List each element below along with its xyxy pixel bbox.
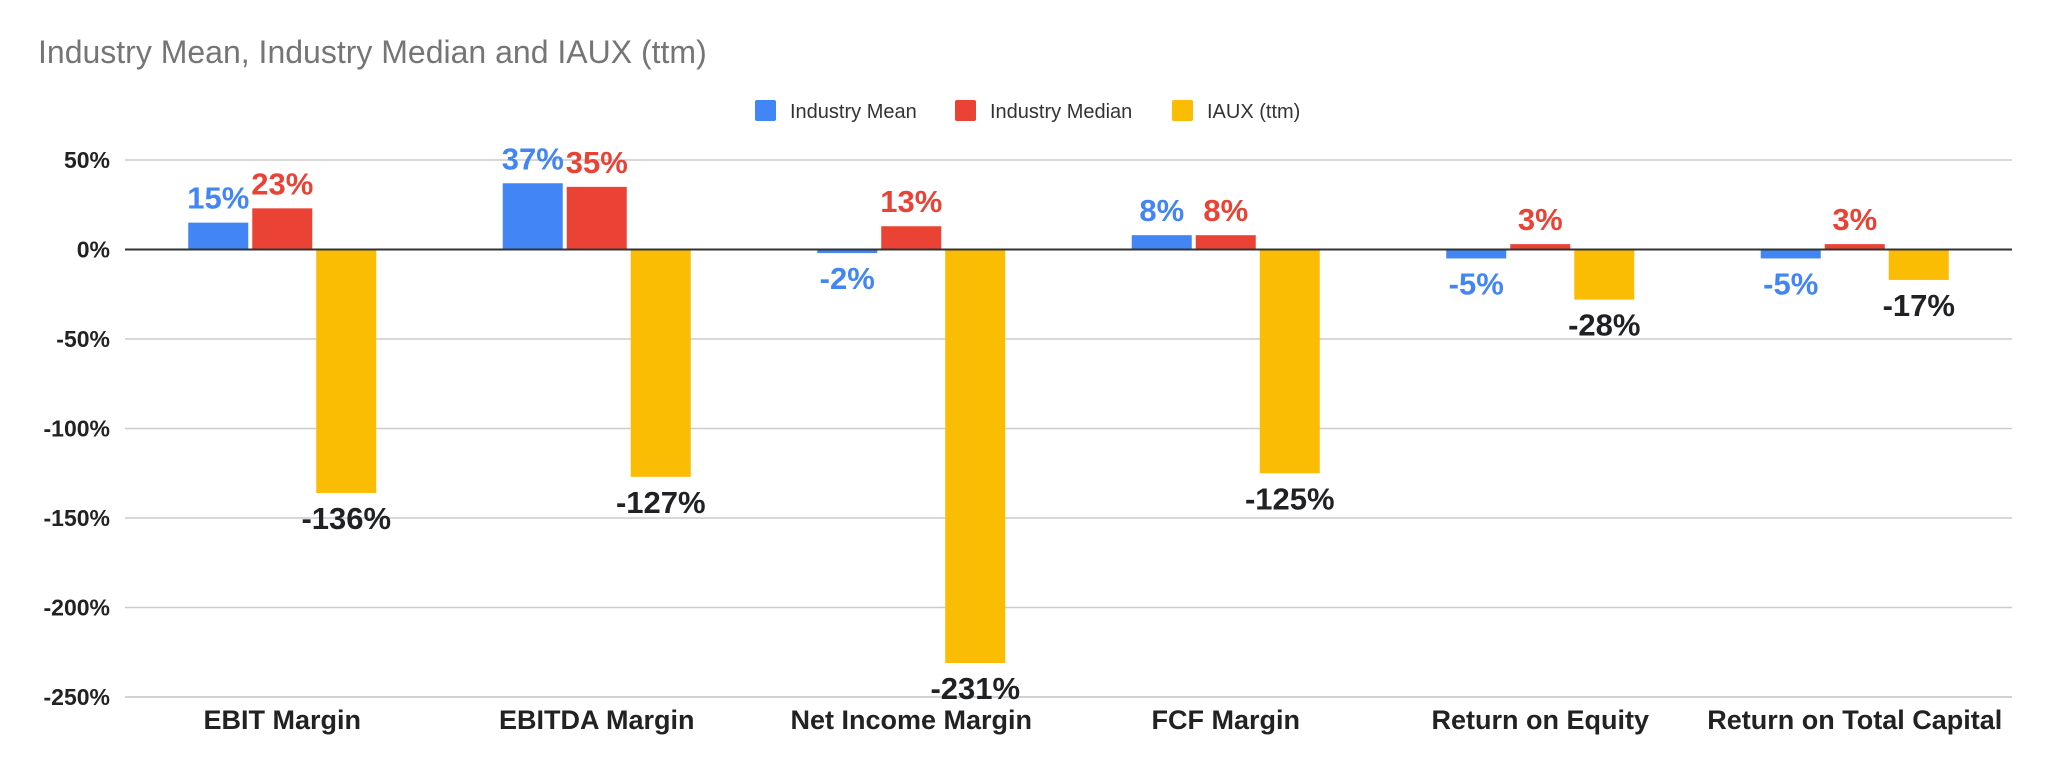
bar: [1824, 244, 1885, 250]
data-label: 23%: [251, 166, 313, 201]
bar: [252, 208, 313, 250]
y-tick-label: -200%: [44, 595, 110, 621]
bar: [881, 226, 942, 250]
bar: [1259, 249, 1320, 474]
data-label: 3%: [1518, 202, 1563, 237]
category-label: EBIT Margin: [203, 705, 361, 735]
category-label: FCF Margin: [1152, 705, 1301, 735]
bar: [1574, 249, 1635, 300]
bar: [1760, 249, 1821, 259]
data-label: -125%: [1245, 481, 1335, 516]
data-label: -28%: [1568, 308, 1640, 343]
y-tick-label: -150%: [44, 505, 110, 531]
category-label: Return on Total Capital: [1707, 705, 2002, 735]
bar: [316, 249, 377, 493]
bar: [502, 183, 563, 250]
bar: [1446, 249, 1507, 259]
data-label: 8%: [1139, 193, 1184, 228]
category-label: EBITDA Margin: [499, 705, 695, 735]
category-label: Net Income Margin: [790, 705, 1032, 735]
legend: Industry Mean Industry Median IAUX (ttm): [755, 100, 1300, 123]
data-label: -17%: [1883, 288, 1955, 323]
data-label: 13%: [880, 184, 942, 219]
category-label: Return on Equity: [1432, 705, 1650, 735]
data-label: 8%: [1203, 193, 1248, 228]
bars: [188, 183, 1949, 663]
y-tick-label: -250%: [44, 684, 110, 710]
data-label: -127%: [616, 485, 706, 520]
legend-label: Industry Median: [990, 101, 1132, 123]
data-label: 35%: [566, 145, 628, 180]
legend-swatch: [755, 100, 776, 121]
data-label: 15%: [187, 181, 249, 216]
gridlines: [125, 159, 2012, 698]
data-label: -136%: [301, 501, 391, 536]
legend-label: IAUX (ttm): [1207, 101, 1300, 123]
y-tick-label: -50%: [56, 326, 110, 352]
bar: [566, 186, 627, 250]
bar: [630, 249, 691, 477]
legend-swatch: [1172, 100, 1193, 121]
y-tick-label: -100%: [44, 416, 110, 442]
data-labels: 15% 23% -136% 37% 35% -127% -2% 13% -231% 8% 8% -12…: [187, 141, 1955, 706]
data-label: -5%: [1449, 266, 1504, 301]
y-tick-label: 50%: [64, 147, 110, 173]
bar: [817, 249, 878, 254]
data-label: 3%: [1832, 202, 1877, 237]
legend-label: Industry Mean: [790, 101, 917, 123]
data-label: -2%: [820, 261, 875, 296]
bar: [1888, 249, 1949, 280]
bar: [945, 249, 1006, 663]
x-axis-category-labels: EBIT Margin EBITDA Margin Net Income Margi…: [203, 705, 2002, 735]
data-label: -5%: [1763, 266, 1818, 301]
bar: [1510, 244, 1571, 250]
data-label: -231%: [930, 671, 1020, 706]
y-tick-label: 0%: [77, 237, 110, 263]
bar: [1195, 235, 1256, 250]
legend-swatch: [955, 100, 976, 121]
data-label: 37%: [502, 141, 564, 176]
y-axis-tick-labels: 50% 0% -50% -100% -150% -200% -250%: [44, 147, 110, 710]
chart-title: Industry Mean, Industry Median and IAUX …: [38, 34, 707, 70]
bar: [1131, 235, 1192, 250]
bar: [188, 222, 249, 250]
